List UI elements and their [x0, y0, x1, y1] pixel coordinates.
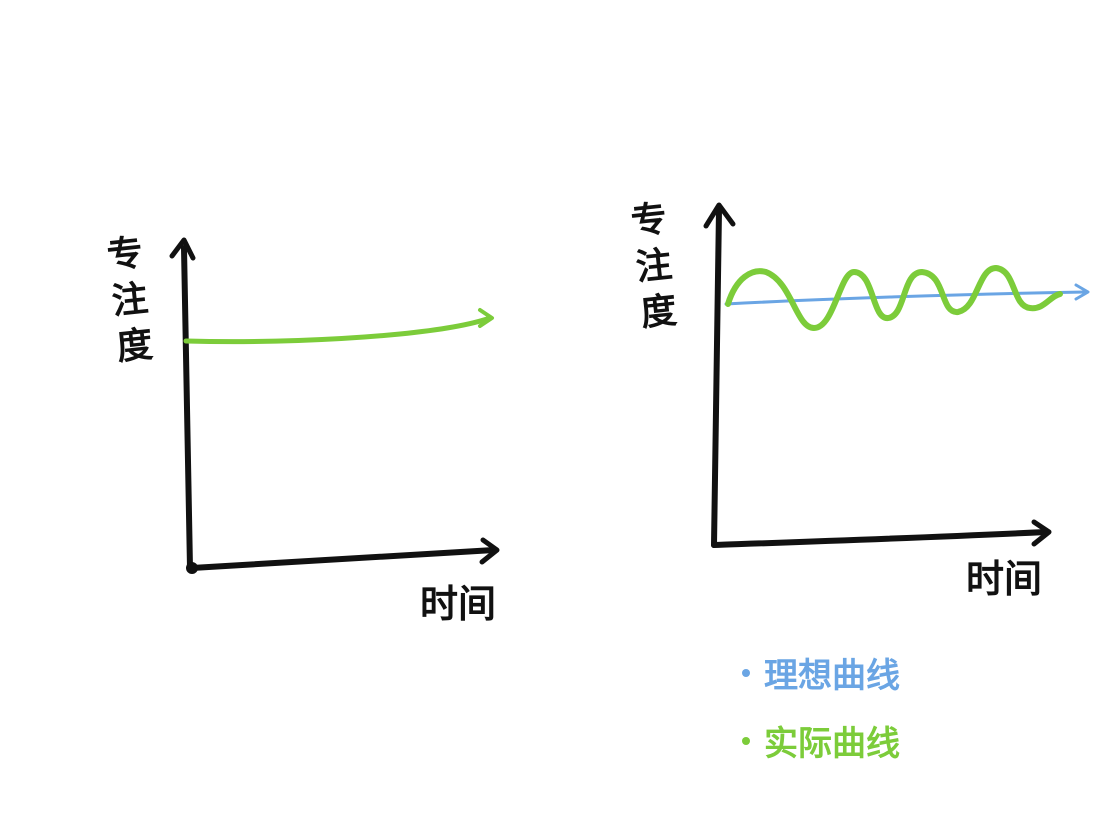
left-x-axis-arrowhead: [479, 537, 500, 565]
legend-label-ideal: 理想曲线: [764, 656, 900, 696]
legend-item-ideal: 理想曲线: [742, 648, 900, 697]
right-x-axis: [711, 529, 1049, 548]
left-y-axis-arrowhead: [169, 237, 196, 261]
left-focus-curve-arrowhead: [478, 308, 494, 328]
left-y-axis: [181, 245, 193, 571]
left-focus-curve: [183, 315, 493, 345]
actual-curve: [725, 264, 1063, 332]
left-x-axis-label: 时间: [420, 582, 497, 626]
right-x-axis-arrowhead: [1031, 519, 1052, 547]
ideal-curve-arrowhead: [1074, 283, 1090, 301]
right-y-axis: [711, 207, 722, 548]
left-origin-dot: [186, 562, 198, 574]
right-y-axis-arrowhead: [703, 202, 736, 229]
ideal-curve: [724, 290, 1088, 306]
legend-item-actual: 实际曲线: [742, 716, 900, 765]
right-chart: [703, 202, 1090, 548]
right-x-axis-label: 时间: [966, 557, 1043, 601]
legend-dot-actual: [742, 736, 750, 745]
left-chart: [169, 237, 500, 574]
legend-dot-ideal: [742, 668, 750, 677]
left-x-axis: [189, 547, 497, 571]
legend-label-actual: 实际曲线: [764, 724, 900, 764]
